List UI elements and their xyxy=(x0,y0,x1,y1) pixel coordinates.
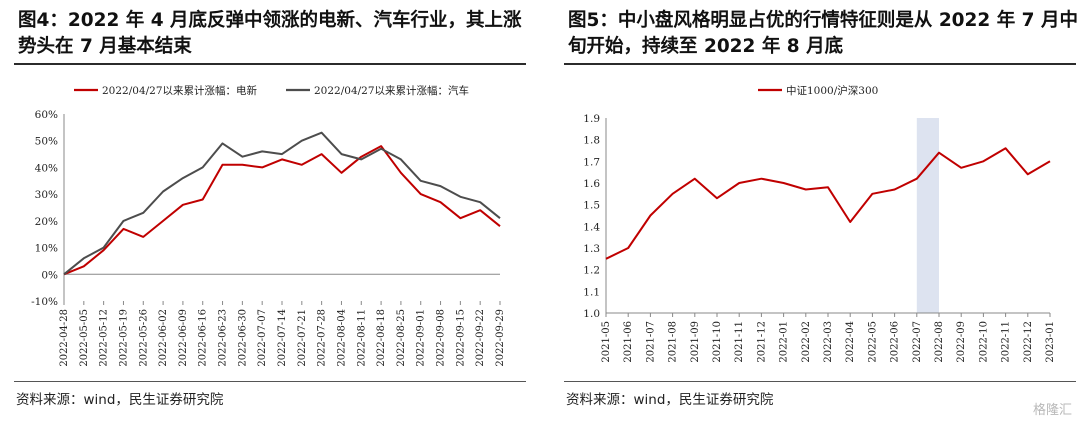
x-tick-label: 2021-07 xyxy=(645,321,656,363)
right-source-note: 资料来源：wind，民生证券研究院 xyxy=(566,392,774,408)
y-tick-label: 1.6 xyxy=(583,178,600,190)
right-title-divider xyxy=(564,63,1076,65)
shaded-period-band xyxy=(916,118,939,313)
x-tick-label: 2021-05 xyxy=(601,321,612,363)
legend-label-1: 中证1000/沪深300 xyxy=(786,84,878,97)
x-tick-label: 2022-08 xyxy=(934,321,945,363)
x-tick-label: 2022-12 xyxy=(1023,321,1034,363)
x-tick-label: 2022-07 xyxy=(912,321,923,363)
left-figure-panel: 图4：2022 年 4 月底反弹中领涨的电新、汽车行业，其上涨势头在 7 月基本… xyxy=(0,0,530,424)
x-tick-label: 2022-08-11 xyxy=(356,309,367,367)
left-source-divider xyxy=(14,381,526,382)
series-line-2 xyxy=(63,131,501,276)
y-tick-label: 1.0 xyxy=(583,308,600,320)
x-tick-label: 2022-11 xyxy=(1001,321,1012,363)
x-tick-label: 2022-10 xyxy=(978,321,989,363)
y-tick-label: 1.2 xyxy=(583,265,600,277)
right-line-chart: 1.0 1.1 1.2 1.3 1.4 1.5 1.6 1.7 1.8 1.9 2021-05 202… xyxy=(583,84,1056,363)
x-tick-label: 2022-05-19 xyxy=(118,309,129,367)
x-tick-label: 2022-08-04 xyxy=(336,309,347,367)
x-tick-label: 2022-04 xyxy=(845,321,856,363)
x-tick-label: 2022-07-14 xyxy=(277,309,288,367)
y-tick-label: 10% xyxy=(35,243,58,255)
x-tick-label: 2021-12 xyxy=(756,321,767,363)
right-figure-title: 图5：中小盘风格明显占优的行情特征则是从 2022 年 7 月中旬开始，持续至 … xyxy=(568,10,1078,57)
x-tick-label: 2022-04-28 xyxy=(59,309,70,367)
y-tick-label: 1.9 xyxy=(583,113,600,125)
left-line-chart: -10% 0% 10% 20% 30% 40% 50% 60% 2022-04-28 2022-0… xyxy=(31,84,506,367)
x-tick-label: 2022-08-25 xyxy=(396,309,407,367)
x-tick-label: 2022-06-23 xyxy=(218,309,229,367)
x-tick-label: 2022-05-05 xyxy=(79,309,90,367)
right-source-divider xyxy=(564,381,1076,382)
x-tick-label: 2022-07-07 xyxy=(257,309,268,367)
x-tick-label: 2023-01 xyxy=(1045,321,1056,363)
y-tick-label: 60% xyxy=(35,109,58,121)
x-tick-label: 2022-09-22 xyxy=(475,309,486,367)
series-line-1 xyxy=(605,147,1051,260)
y-tick-label: 1.8 xyxy=(583,135,600,147)
y-tick-label: 1.7 xyxy=(583,156,600,168)
x-tick-label: 2022-05-26 xyxy=(138,309,149,367)
x-tick-label: 2022-09 xyxy=(956,321,967,363)
y-tick-label: 1.4 xyxy=(583,221,600,233)
y-tick-label: 1.5 xyxy=(583,200,600,212)
left-figure-title: 图4：2022 年 4 月底反弹中领涨的电新、汽车行业，其上涨势头在 7 月基本… xyxy=(18,10,522,57)
x-tick-label: 2022-09-01 xyxy=(416,309,427,367)
x-tick-label: 2022-06-02 xyxy=(158,309,169,367)
x-tick-label: 2022-06-09 xyxy=(178,309,189,367)
x-tick-label: 2022-08-18 xyxy=(376,309,387,367)
x-tick-label: 2022-06 xyxy=(890,321,901,363)
y-tick-label: 1.1 xyxy=(583,286,600,298)
watermark-logo: 格隆汇 xyxy=(1032,403,1072,418)
x-tick-label: 2022-05-12 xyxy=(99,309,110,367)
x-tick-label: 2021-08 xyxy=(668,321,679,363)
x-tick-label: 2021-09 xyxy=(690,321,701,363)
x-tick-label: 2022-02 xyxy=(801,321,812,363)
y-tick-label: 50% xyxy=(35,136,58,148)
x-tick-label: 2021-11 xyxy=(734,321,745,363)
y-tick-label: 20% xyxy=(35,216,58,228)
y-tick-label: 1.3 xyxy=(583,243,600,255)
x-tick-label: 2022-09-29 xyxy=(495,309,506,367)
x-tick-label: 2022-05 xyxy=(867,321,878,363)
x-tick-label: 2021-06 xyxy=(623,321,634,363)
x-tick-label: 2022-07-21 xyxy=(297,309,308,367)
x-tick-label: 2022-06-16 xyxy=(198,309,209,367)
y-tick-label: 0% xyxy=(41,269,58,281)
left-source-note: 资料来源：wind，民生证券研究院 xyxy=(16,392,224,408)
y-tick-label: 40% xyxy=(35,162,58,174)
legend-label-1: 2022/04/27以来累计涨幅：电新 xyxy=(102,84,258,97)
x-tick-label: 2021-10 xyxy=(712,321,723,363)
series-line-1 xyxy=(63,145,501,276)
y-tick-label: -10% xyxy=(31,296,58,308)
left-title-divider xyxy=(14,63,526,65)
right-figure-panel: 图5：中小盘风格明显占优的行情特征则是从 2022 年 7 月中旬开始，持续至 … xyxy=(550,0,1080,424)
x-tick-label: 2022-07-28 xyxy=(317,309,328,367)
x-tick-label: 2022-09-08 xyxy=(436,309,447,367)
x-tick-label: 2022-03 xyxy=(823,321,834,363)
x-tick-label: 2022-06-30 xyxy=(237,309,248,367)
y-tick-label: 30% xyxy=(35,189,58,201)
legend-label-2: 2022/04/27以来累计涨幅：汽车 xyxy=(314,84,469,97)
x-tick-label: 2022-09-15 xyxy=(455,309,466,367)
x-tick-label: 2022-01 xyxy=(779,321,790,363)
